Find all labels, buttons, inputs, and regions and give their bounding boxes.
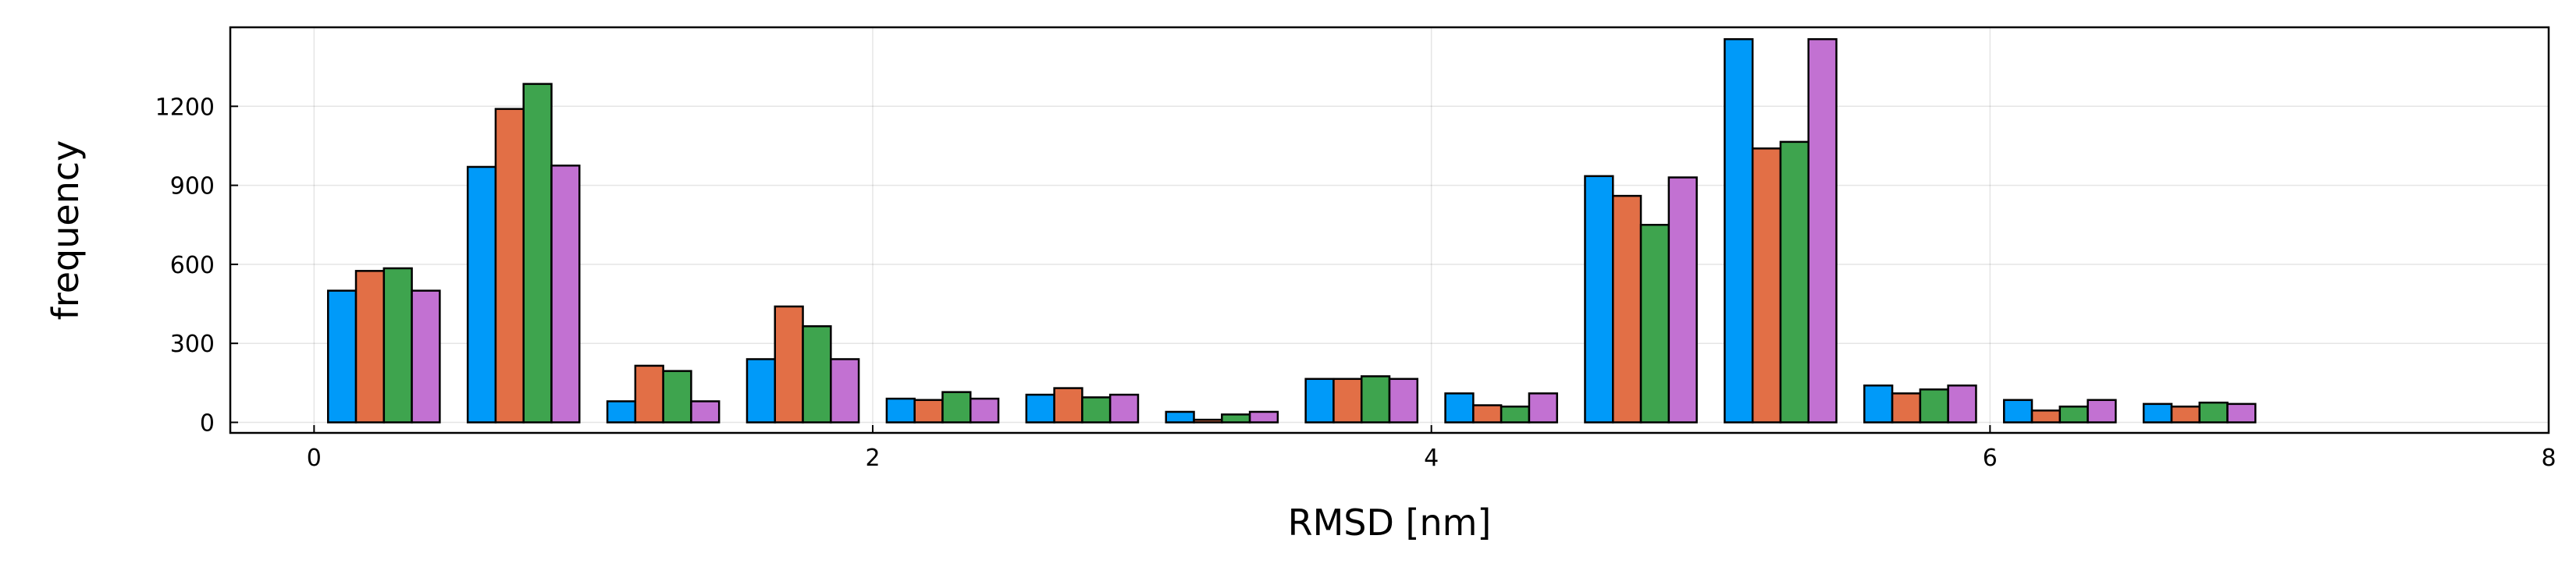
bar-series-4 xyxy=(2226,402,2257,424)
bar-series-1 xyxy=(326,289,358,424)
bar-series-4 xyxy=(970,397,1000,424)
bar-series-3 xyxy=(941,391,972,424)
bars xyxy=(326,37,2257,424)
bar-series-1 xyxy=(466,165,497,424)
bar-series-2 xyxy=(774,305,804,424)
bar-series-3 xyxy=(1919,388,1949,424)
bar-series-1 xyxy=(1025,393,1055,424)
bar-series-3 xyxy=(802,324,832,424)
bar-series-4 xyxy=(690,400,720,424)
bar-series-3 xyxy=(2058,405,2089,424)
bar-series-1 xyxy=(885,397,916,424)
bar-series-2 xyxy=(1612,194,1642,424)
bar-series-3 xyxy=(1639,223,1670,424)
bar-series-1 xyxy=(1724,37,1754,424)
bar-series-4 xyxy=(1528,392,1558,424)
bar-series-2 xyxy=(1891,392,1922,424)
y-tick-label: 300 xyxy=(170,331,215,358)
bar-series-3 xyxy=(1221,413,1251,424)
bar-series-3 xyxy=(662,370,692,424)
bar-series-4 xyxy=(1667,176,1698,424)
bar-series-2 xyxy=(1751,147,1782,424)
bar-series-4 xyxy=(2087,399,2117,424)
bar-series-4 xyxy=(1248,410,1279,424)
y-tick-label: 900 xyxy=(170,173,215,200)
x-tick-label: 6 xyxy=(1983,445,1998,472)
bar-series-1 xyxy=(745,358,777,424)
bar-series-1 xyxy=(1863,384,1894,424)
bar-series-2 xyxy=(494,108,525,424)
x-tick-label: 4 xyxy=(1424,445,1439,472)
x-tick-label: 2 xyxy=(865,445,880,472)
bar-series-1 xyxy=(2142,402,2173,424)
bar-series-4 xyxy=(1388,378,1419,424)
bar-series-2 xyxy=(913,399,944,424)
y-tick-label: 1200 xyxy=(155,94,215,121)
bar-series-1 xyxy=(606,400,637,424)
plot-frame xyxy=(229,26,2550,434)
bar-series-1 xyxy=(1304,378,1335,424)
bar-series-4 xyxy=(1947,384,1977,424)
x-tick-label: 0 xyxy=(307,445,322,472)
y-axis-title: frequency xyxy=(44,140,87,321)
bar-series-3 xyxy=(522,83,553,424)
bar-series-4 xyxy=(550,165,581,424)
x-tick-label: 8 xyxy=(2541,445,2556,472)
bar-series-4 xyxy=(411,289,441,424)
bar-series-4 xyxy=(830,358,860,424)
bar-series-3 xyxy=(1779,140,1809,424)
bar-series-2 xyxy=(2170,405,2201,424)
bar-series-1 xyxy=(1584,175,1614,424)
bar-series-1 xyxy=(2002,399,2033,424)
y-tick-label: 0 xyxy=(200,410,215,437)
bar-series-2 xyxy=(1193,418,1223,424)
bar-series-3 xyxy=(382,267,413,424)
y-tick-label: 600 xyxy=(170,252,215,279)
bar-series-3 xyxy=(1081,396,1112,424)
bar-series-1 xyxy=(1165,410,1195,424)
bar-series-2 xyxy=(1472,404,1503,424)
bar-series-2 xyxy=(1053,387,1083,424)
bar-series-2 xyxy=(1332,378,1363,424)
bar-series-4 xyxy=(1108,393,1140,424)
bar-series-3 xyxy=(1360,375,1391,424)
axis-ticks: 0 2 4 6 8 0 300 600 900 1200 xyxy=(155,94,2556,472)
bar-series-4 xyxy=(1807,37,1838,424)
bar-series-1 xyxy=(1444,392,1475,424)
bar-series-2 xyxy=(634,364,664,424)
bar-series-3 xyxy=(2198,401,2229,424)
x-axis-title: RMSD [nm] xyxy=(1288,502,1492,544)
bar-series-2 xyxy=(2030,410,2062,424)
bar-series-3 xyxy=(1500,405,1531,424)
bar-series-2 xyxy=(354,270,386,424)
